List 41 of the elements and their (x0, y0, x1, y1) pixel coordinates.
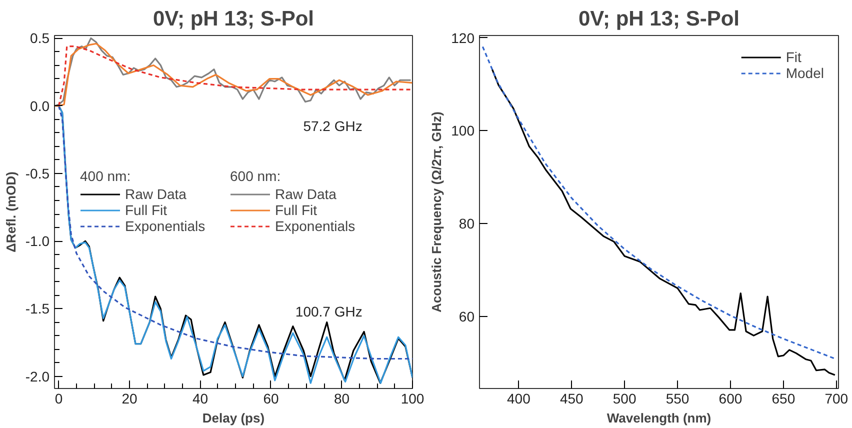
y-tick-label: -0.5 (25, 165, 50, 182)
x-axis-title: Delay (ps) (202, 410, 265, 426)
x-tick-label: 700 (824, 390, 848, 406)
y-tick-label: 60 (458, 308, 475, 325)
legend-label: Fit (786, 49, 802, 65)
legend-label: Exponentials (275, 218, 356, 234)
legend-label: Exponentials (125, 218, 206, 234)
x-tick-label: 100 (400, 390, 424, 406)
legend-label: Model (786, 65, 824, 81)
annotation: 100.7 GHz (295, 303, 362, 320)
text: 400 nm: (80, 168, 131, 184)
x-tick-label: 20 (122, 390, 138, 406)
y-tick-label: 100 (451, 122, 475, 139)
y-tick-label: -1.5 (25, 300, 50, 317)
legend-label: Raw Data (125, 186, 186, 202)
x-tick-label: 400 (507, 390, 531, 406)
y-tick-label: 80 (458, 216, 475, 232)
chart-title: 0V; pH 13; S-Pol (578, 8, 740, 30)
legend-label: Raw Data (275, 186, 336, 202)
x-tick-label: 80 (334, 390, 350, 406)
legend-label: Full Fit (125, 202, 167, 218)
y-tick-label: 0.5 (30, 30, 50, 46)
x-tick-label: 500 (612, 390, 636, 406)
y-axis-title: Acoustic Frequency (Ω/2π, GHz) (429, 112, 444, 312)
x-tick-label: 600 (718, 390, 742, 406)
x-tick-label: 60 (263, 390, 279, 406)
y-tick-label: 120 (451, 30, 475, 46)
y-axis-title: ΔRefl. (mOD) (3, 172, 18, 252)
x-tick-label: 40 (192, 390, 208, 406)
x-tick-label: 550 (666, 390, 690, 406)
annotation: 57.2 GHz (303, 118, 362, 134)
y-tick-label: -1.0 (25, 233, 50, 250)
x-tick-label: 0 (54, 390, 63, 406)
chart-title: 0V; pH 13; S-Pol (152, 8, 314, 30)
text: 600 nm: (230, 168, 281, 184)
legend-label: Full Fit (275, 202, 317, 218)
x-axis-title: Wavelength (nm) (606, 410, 712, 426)
y-tick-label: -2.0 (25, 368, 50, 384)
x-tick-label: 450 (560, 390, 584, 406)
y-tick-label: 0.0 (30, 98, 50, 114)
x-tick-label: 650 (772, 390, 796, 406)
